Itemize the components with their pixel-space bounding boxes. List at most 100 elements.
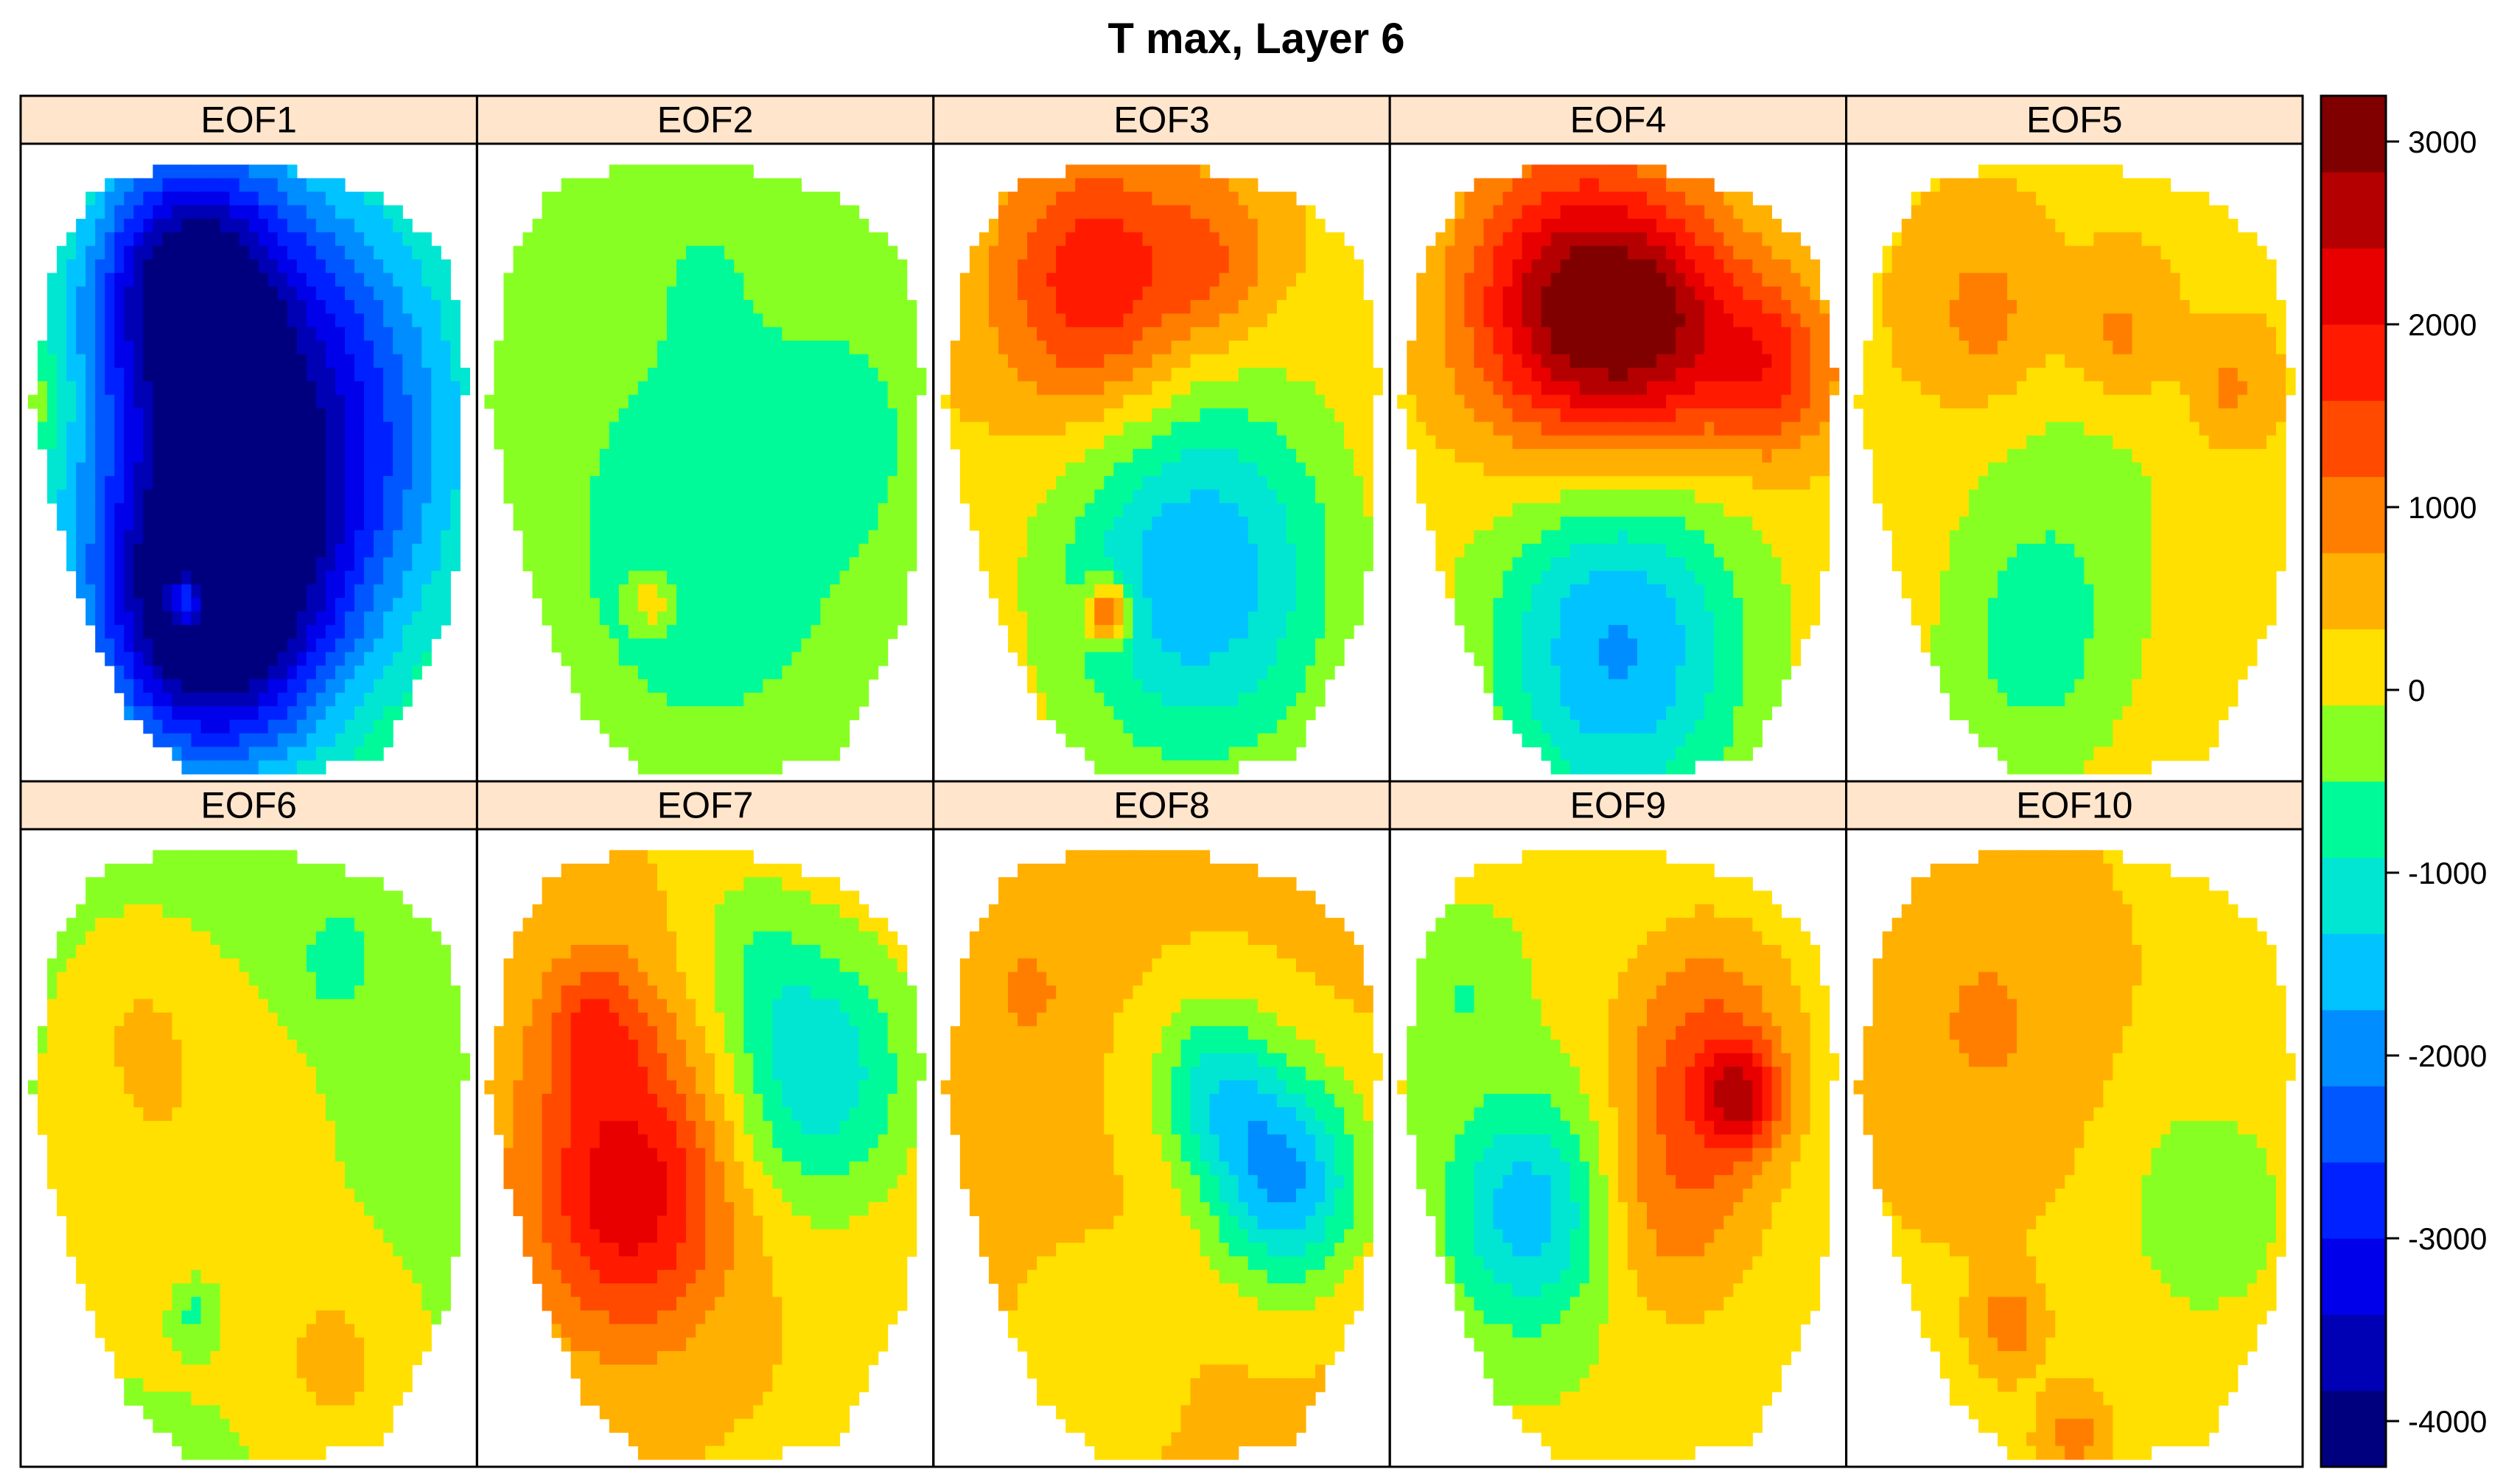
heatmap-cell (657, 719, 668, 734)
heatmap-cell (916, 381, 927, 396)
heatmap-cell (589, 666, 601, 680)
panel-strip-label: EOF1 (200, 100, 297, 141)
heatmap-cell (743, 530, 754, 545)
heatmap-cell (570, 381, 581, 396)
heatmap-cell (950, 381, 961, 396)
heatmap-cell (1008, 598, 1018, 613)
heatmap-cell (734, 259, 744, 273)
heatmap-cell (383, 462, 393, 477)
heatmap-cell (734, 516, 744, 531)
heatmap-cell (345, 367, 355, 382)
heatmap-cell (1018, 232, 1028, 247)
heatmap-cell (849, 394, 860, 409)
heatmap-cell (105, 192, 115, 206)
heatmap-cell (763, 475, 773, 490)
heatmap-cell (839, 733, 850, 747)
heatmap-cell (1046, 679, 1057, 694)
heatmap-cell (1344, 381, 1354, 396)
heatmap-cell (551, 503, 562, 517)
heatmap-cell (105, 638, 115, 653)
heatmap-cell (364, 273, 374, 287)
heatmap-cell (325, 557, 336, 572)
heatmap-cell (906, 327, 917, 341)
heatmap-cell (1161, 719, 1172, 734)
heatmap-cell (666, 178, 677, 192)
heatmap-cell (734, 408, 744, 422)
heatmap-cell (431, 245, 441, 260)
heatmap-cell (532, 367, 543, 382)
heatmap-cell (287, 232, 298, 247)
heatmap-cell (637, 557, 648, 572)
heatmap-cell (1257, 245, 1268, 260)
heatmap-cell (830, 543, 841, 558)
heatmap-cell (57, 354, 67, 369)
heatmap-cell (696, 598, 706, 613)
heatmap-cell (287, 706, 298, 721)
heatmap-cell (1325, 652, 1335, 666)
heatmap-cell (1046, 435, 1057, 450)
heatmap-cell (1276, 354, 1287, 369)
heatmap-cell (133, 192, 144, 206)
heatmap-cell (1228, 313, 1239, 328)
heatmap-cell (782, 273, 792, 287)
heatmap-cell (374, 570, 384, 585)
heatmap-cell (181, 259, 192, 273)
heatmap-cell (1152, 218, 1163, 233)
heatmap-cell (114, 273, 125, 287)
heatmap-cell (820, 232, 831, 247)
heatmap-cell (277, 611, 288, 626)
heatmap-cell (715, 164, 725, 179)
heatmap-cell (849, 475, 860, 490)
heatmap-cell (676, 341, 687, 355)
heatmap-cell (1037, 598, 1047, 613)
heatmap-cell (315, 245, 326, 260)
heatmap-cell (431, 422, 441, 436)
heatmap-cell (1075, 666, 1085, 680)
heatmap-cell (782, 692, 792, 707)
heatmap-cell (542, 327, 553, 341)
heatmap-cell (1257, 666, 1268, 680)
heatmap-cell (820, 624, 831, 639)
heatmap-cell (296, 327, 307, 341)
heatmap-cell (1305, 503, 1316, 517)
heatmap-cell (133, 435, 144, 450)
heatmap-cell (191, 394, 202, 409)
heatmap-cell (1219, 733, 1230, 747)
heatmap-cell (820, 638, 831, 653)
heatmap-cell (258, 273, 269, 287)
heatmap-cell (686, 624, 696, 639)
heatmap-cell (1209, 259, 1220, 273)
heatmap-cell (897, 300, 908, 315)
heatmap-cell (1075, 516, 1085, 531)
heatmap-cell (277, 489, 288, 504)
heatmap-cell (686, 232, 696, 247)
heatmap-cell (637, 543, 648, 558)
heatmap-cell (191, 232, 202, 247)
heatmap-cell (1037, 462, 1047, 477)
heatmap-cell (200, 584, 211, 599)
heatmap-cell (181, 530, 192, 545)
heatmap-cell (1075, 354, 1085, 369)
heatmap-cell (239, 218, 250, 233)
heatmap-cell (1085, 543, 1095, 558)
heatmap-cell (522, 259, 533, 273)
heatmap-cell (820, 584, 831, 599)
heatmap-cell (609, 300, 620, 315)
heatmap-cell (1152, 666, 1163, 680)
heatmap-cell (1018, 341, 1028, 355)
heatmap-cell (181, 164, 192, 179)
heatmap-cell (887, 557, 898, 572)
heatmap-cell (1171, 367, 1182, 382)
heatmap-cell (772, 557, 783, 572)
heatmap-cell (513, 503, 524, 517)
heatmap-cell (1037, 192, 1047, 206)
heatmap-cell (1065, 300, 1076, 315)
heatmap-cell (868, 489, 879, 504)
heatmap-cell (906, 341, 917, 355)
heatmap-cell (1056, 367, 1066, 382)
heatmap-cell (248, 489, 259, 504)
heatmap-cell (637, 327, 648, 341)
heatmap-cell (76, 475, 86, 490)
heatmap-cell (393, 652, 403, 666)
heatmap-cell (599, 719, 610, 734)
